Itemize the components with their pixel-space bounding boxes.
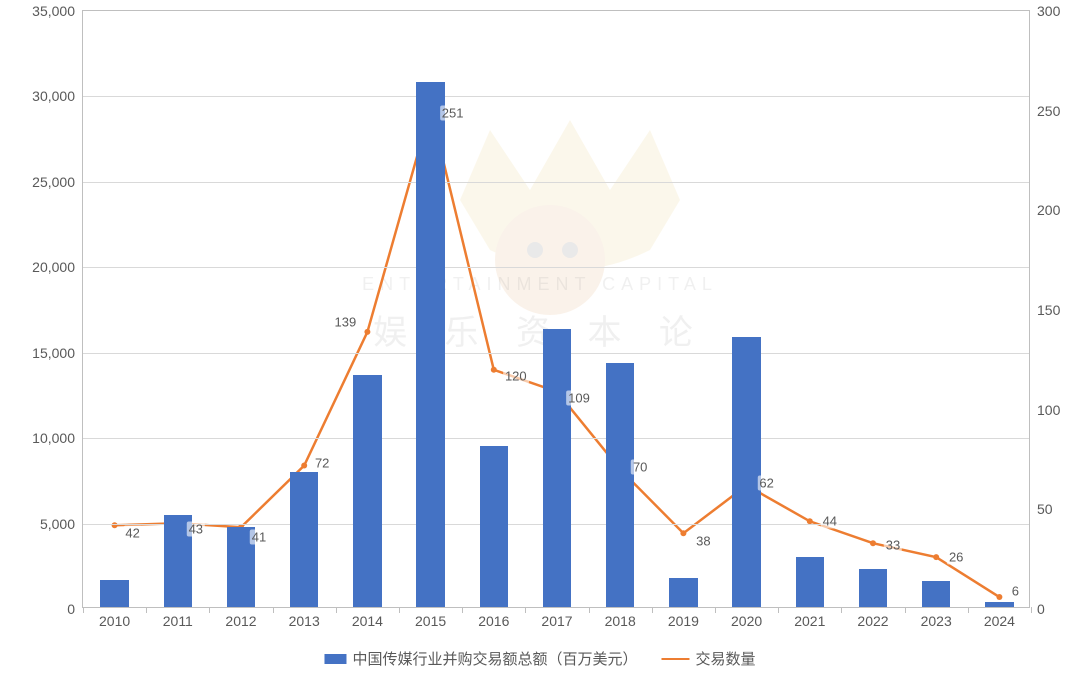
y-left-tick: 35,000 (32, 3, 83, 19)
legend-swatch-bar (324, 654, 346, 664)
line-data-label: 43 (187, 522, 205, 537)
x-tick-label: 2024 (984, 607, 1015, 629)
x-tick-label: 2017 (541, 607, 572, 629)
line-marker (996, 594, 1002, 600)
x-tick-mark (399, 607, 400, 613)
bar (100, 580, 128, 607)
legend-item-bars: 中国传媒行业并购交易额总额（百万美元） (324, 648, 637, 669)
line-data-label: 62 (757, 476, 775, 491)
line-data-label: 120 (503, 368, 529, 383)
legend-swatch-line (662, 658, 690, 660)
x-tick-label: 2011 (163, 607, 193, 629)
line-marker (491, 367, 497, 373)
x-tick-label: 2013 (289, 607, 320, 629)
y-left-tick: 0 (67, 601, 83, 617)
bar (859, 569, 887, 607)
bar (669, 578, 697, 607)
x-tick-mark (1031, 607, 1032, 613)
legend-label-bars: 中国传媒行业并购交易额总额（百万美元） (352, 648, 637, 669)
x-tick-mark (146, 607, 147, 613)
x-tick-label: 2010 (99, 607, 130, 629)
y-right-tick: 200 (1029, 202, 1060, 218)
x-tick-mark (83, 607, 84, 613)
line-data-label: 42 (123, 526, 141, 541)
legend: 中国传媒行业并购交易额总额（百万美元） 交易数量 (324, 648, 755, 669)
x-tick-mark (589, 607, 590, 613)
bar (416, 82, 444, 607)
line-data-label: 251 (440, 105, 466, 120)
x-tick-mark (652, 607, 653, 613)
line-data-label: 44 (821, 514, 839, 529)
bar (796, 557, 824, 607)
x-tick-label: 2022 (857, 607, 888, 629)
x-tick-mark (336, 607, 337, 613)
line-marker (364, 329, 370, 335)
x-tick-label: 2021 (794, 607, 825, 629)
y-right-tick: 150 (1029, 302, 1060, 318)
bar (543, 329, 571, 607)
chart-container: ENTERTAINMENT CAPITAL 娱 乐 资 本 论 05,00010… (0, 0, 1080, 683)
line-data-label: 38 (694, 534, 712, 549)
line-data-label: 139 (333, 314, 359, 329)
x-tick-label: 2023 (921, 607, 952, 629)
line-data-label: 33 (884, 538, 902, 553)
x-tick-label: 2020 (731, 607, 762, 629)
line-data-label: 72 (313, 456, 331, 471)
y-left-tick: 25,000 (32, 174, 83, 190)
bar (985, 602, 1013, 607)
x-tick-label: 2016 (478, 607, 509, 629)
x-tick-label: 2019 (668, 607, 699, 629)
x-tick-mark (905, 607, 906, 613)
line-data-label: 70 (631, 460, 649, 475)
line-marker (933, 554, 939, 560)
bar (353, 375, 381, 607)
gridline (83, 267, 1029, 268)
line-data-label: 6 (1010, 584, 1021, 599)
bar (732, 337, 760, 607)
y-left-tick: 15,000 (32, 345, 83, 361)
x-tick-mark (968, 607, 969, 613)
line-marker (680, 530, 686, 536)
bar (290, 472, 318, 607)
x-tick-mark (209, 607, 210, 613)
bar (922, 581, 950, 607)
x-tick-mark (273, 607, 274, 613)
legend-item-line: 交易数量 (662, 648, 756, 669)
y-right-tick: 100 (1029, 402, 1060, 418)
plot-area: 05,00010,00015,00020,00025,00030,00035,0… (82, 10, 1030, 608)
x-tick-label: 2012 (225, 607, 256, 629)
y-right-tick: 50 (1029, 501, 1053, 517)
x-tick-label: 2014 (352, 607, 383, 629)
y-left-tick: 20,000 (32, 259, 83, 275)
gridline (83, 96, 1029, 97)
gridline (83, 182, 1029, 183)
y-left-tick: 30,000 (32, 88, 83, 104)
line-data-label: 41 (250, 530, 268, 545)
legend-label-line: 交易数量 (696, 648, 756, 669)
y-left-tick: 10,000 (32, 430, 83, 446)
x-tick-mark (841, 607, 842, 613)
y-right-tick: 250 (1029, 103, 1060, 119)
x-tick-label: 2015 (415, 607, 446, 629)
line-data-label: 109 (566, 390, 592, 405)
bar (606, 363, 634, 607)
y-right-tick: 300 (1029, 3, 1060, 19)
x-tick-mark (525, 607, 526, 613)
x-tick-mark (715, 607, 716, 613)
bar (480, 446, 508, 607)
x-tick-mark (778, 607, 779, 613)
line-marker (870, 540, 876, 546)
line-data-label: 26 (947, 550, 965, 565)
y-left-tick: 5,000 (40, 516, 83, 532)
line-marker (301, 462, 307, 468)
x-tick-label: 2018 (605, 607, 636, 629)
x-tick-mark (462, 607, 463, 613)
